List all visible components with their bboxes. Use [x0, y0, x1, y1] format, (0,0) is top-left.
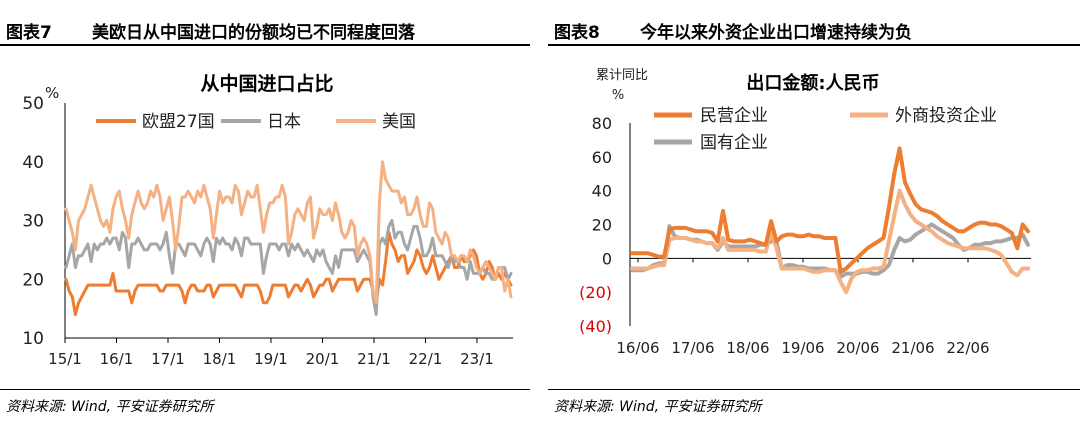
x-tick-label: 20/1	[306, 350, 340, 368]
series-line-1	[64, 219, 513, 316]
y-tick-label: 10	[22, 329, 44, 349]
figure-7-panel: 图表7 美欧日从中国进口的份额均已不同程度回落 从中国进口占比 10 20 30 40 5…	[0, 0, 530, 427]
figure-footer-rule	[548, 389, 1080, 390]
x-tick-label: 22/1	[409, 350, 443, 368]
x-tick-label: 18/1	[203, 350, 237, 368]
x-tick-label: 16/06	[616, 339, 659, 357]
x-tick-label: 23/1	[460, 350, 494, 368]
figure-title: 今年以来外资企业出口增速持续为负	[640, 23, 912, 43]
series-line-1	[630, 188, 1030, 295]
figure-header: 图表7 美欧日从中国进口的份额均已不同程度回落	[0, 8, 530, 46]
legend-label: 美国	[382, 112, 416, 132]
x-tick-label: 16/1	[100, 350, 134, 368]
x-tick-label: 22/06	[946, 339, 989, 357]
figure-footer-rule	[0, 389, 530, 390]
chart-title: 从中国进口占比	[200, 72, 333, 95]
y-tick-label: 80	[592, 114, 612, 133]
x-tick-label: 17/06	[671, 339, 714, 357]
chart-title: 出口金额:人民币	[746, 72, 879, 94]
source-note: 资料来源: Wind, 平安证券研究所	[554, 399, 762, 415]
legend-label: 欧盟27国	[142, 112, 215, 132]
y-tick-label: (20)	[579, 283, 612, 302]
y-tick-label: 0	[602, 249, 612, 268]
y-tick-label: 20	[592, 216, 612, 235]
x-tick-label: 19/1	[254, 350, 288, 368]
legend-label: 国有企业	[700, 133, 768, 153]
x-tick-label: 18/06	[726, 339, 769, 357]
x-tick-label: 19/06	[781, 339, 824, 357]
figure-number: 图表8	[554, 23, 600, 43]
y-axis-unit: %	[612, 88, 624, 103]
x-tick-label: 21/1	[357, 350, 391, 368]
y-axis-unit: %	[45, 84, 59, 102]
figure-header: 图表8 今年以来外资企业出口增速持续为负	[548, 8, 1080, 46]
figure-8-panel: 图表8 今年以来外资企业出口增速持续为负 出口金额:人民币 累计同比% (40) (2…	[548, 0, 1080, 427]
source-note: 资料来源: Wind, 平安证券研究所	[6, 399, 214, 415]
legend-label: 日本	[267, 112, 301, 132]
y-tick-label: 30	[22, 212, 44, 232]
y-axis-label: 累计同比	[596, 68, 648, 83]
y-tick-label: 60	[592, 148, 612, 167]
figure-number: 图表7	[6, 23, 52, 43]
series-line-0	[64, 230, 513, 316]
y-tick-label: (40)	[579, 317, 612, 336]
series-line-0	[630, 146, 1030, 274]
export-growth-chart: 出口金额:人民币 累计同比% (40) (20) 0 20 40 60 80 16/06 17/06…	[579, 68, 1031, 357]
x-tick-label: 20/06	[836, 339, 879, 357]
series-line-2	[64, 160, 513, 305]
y-tick-label: 50	[22, 94, 44, 114]
legend-label: 外商投资企业	[895, 106, 997, 126]
figure-title: 美欧日从中国进口的份额均已不同程度回落	[92, 23, 415, 43]
x-tick-label: 15/1	[48, 350, 82, 368]
x-tick-label: 21/06	[891, 339, 934, 357]
legend-label: 民营企业	[700, 106, 768, 126]
y-tick-label: 40	[22, 153, 44, 173]
y-tick-label: 40	[592, 182, 612, 201]
import-share-chart: 从中国进口占比 10 20 30 40 50% 15/1 16/1 17/1 18/1 19/1 20…	[22, 72, 513, 368]
x-tick-label: 17/1	[151, 350, 185, 368]
y-tick-label: 20	[22, 270, 44, 290]
